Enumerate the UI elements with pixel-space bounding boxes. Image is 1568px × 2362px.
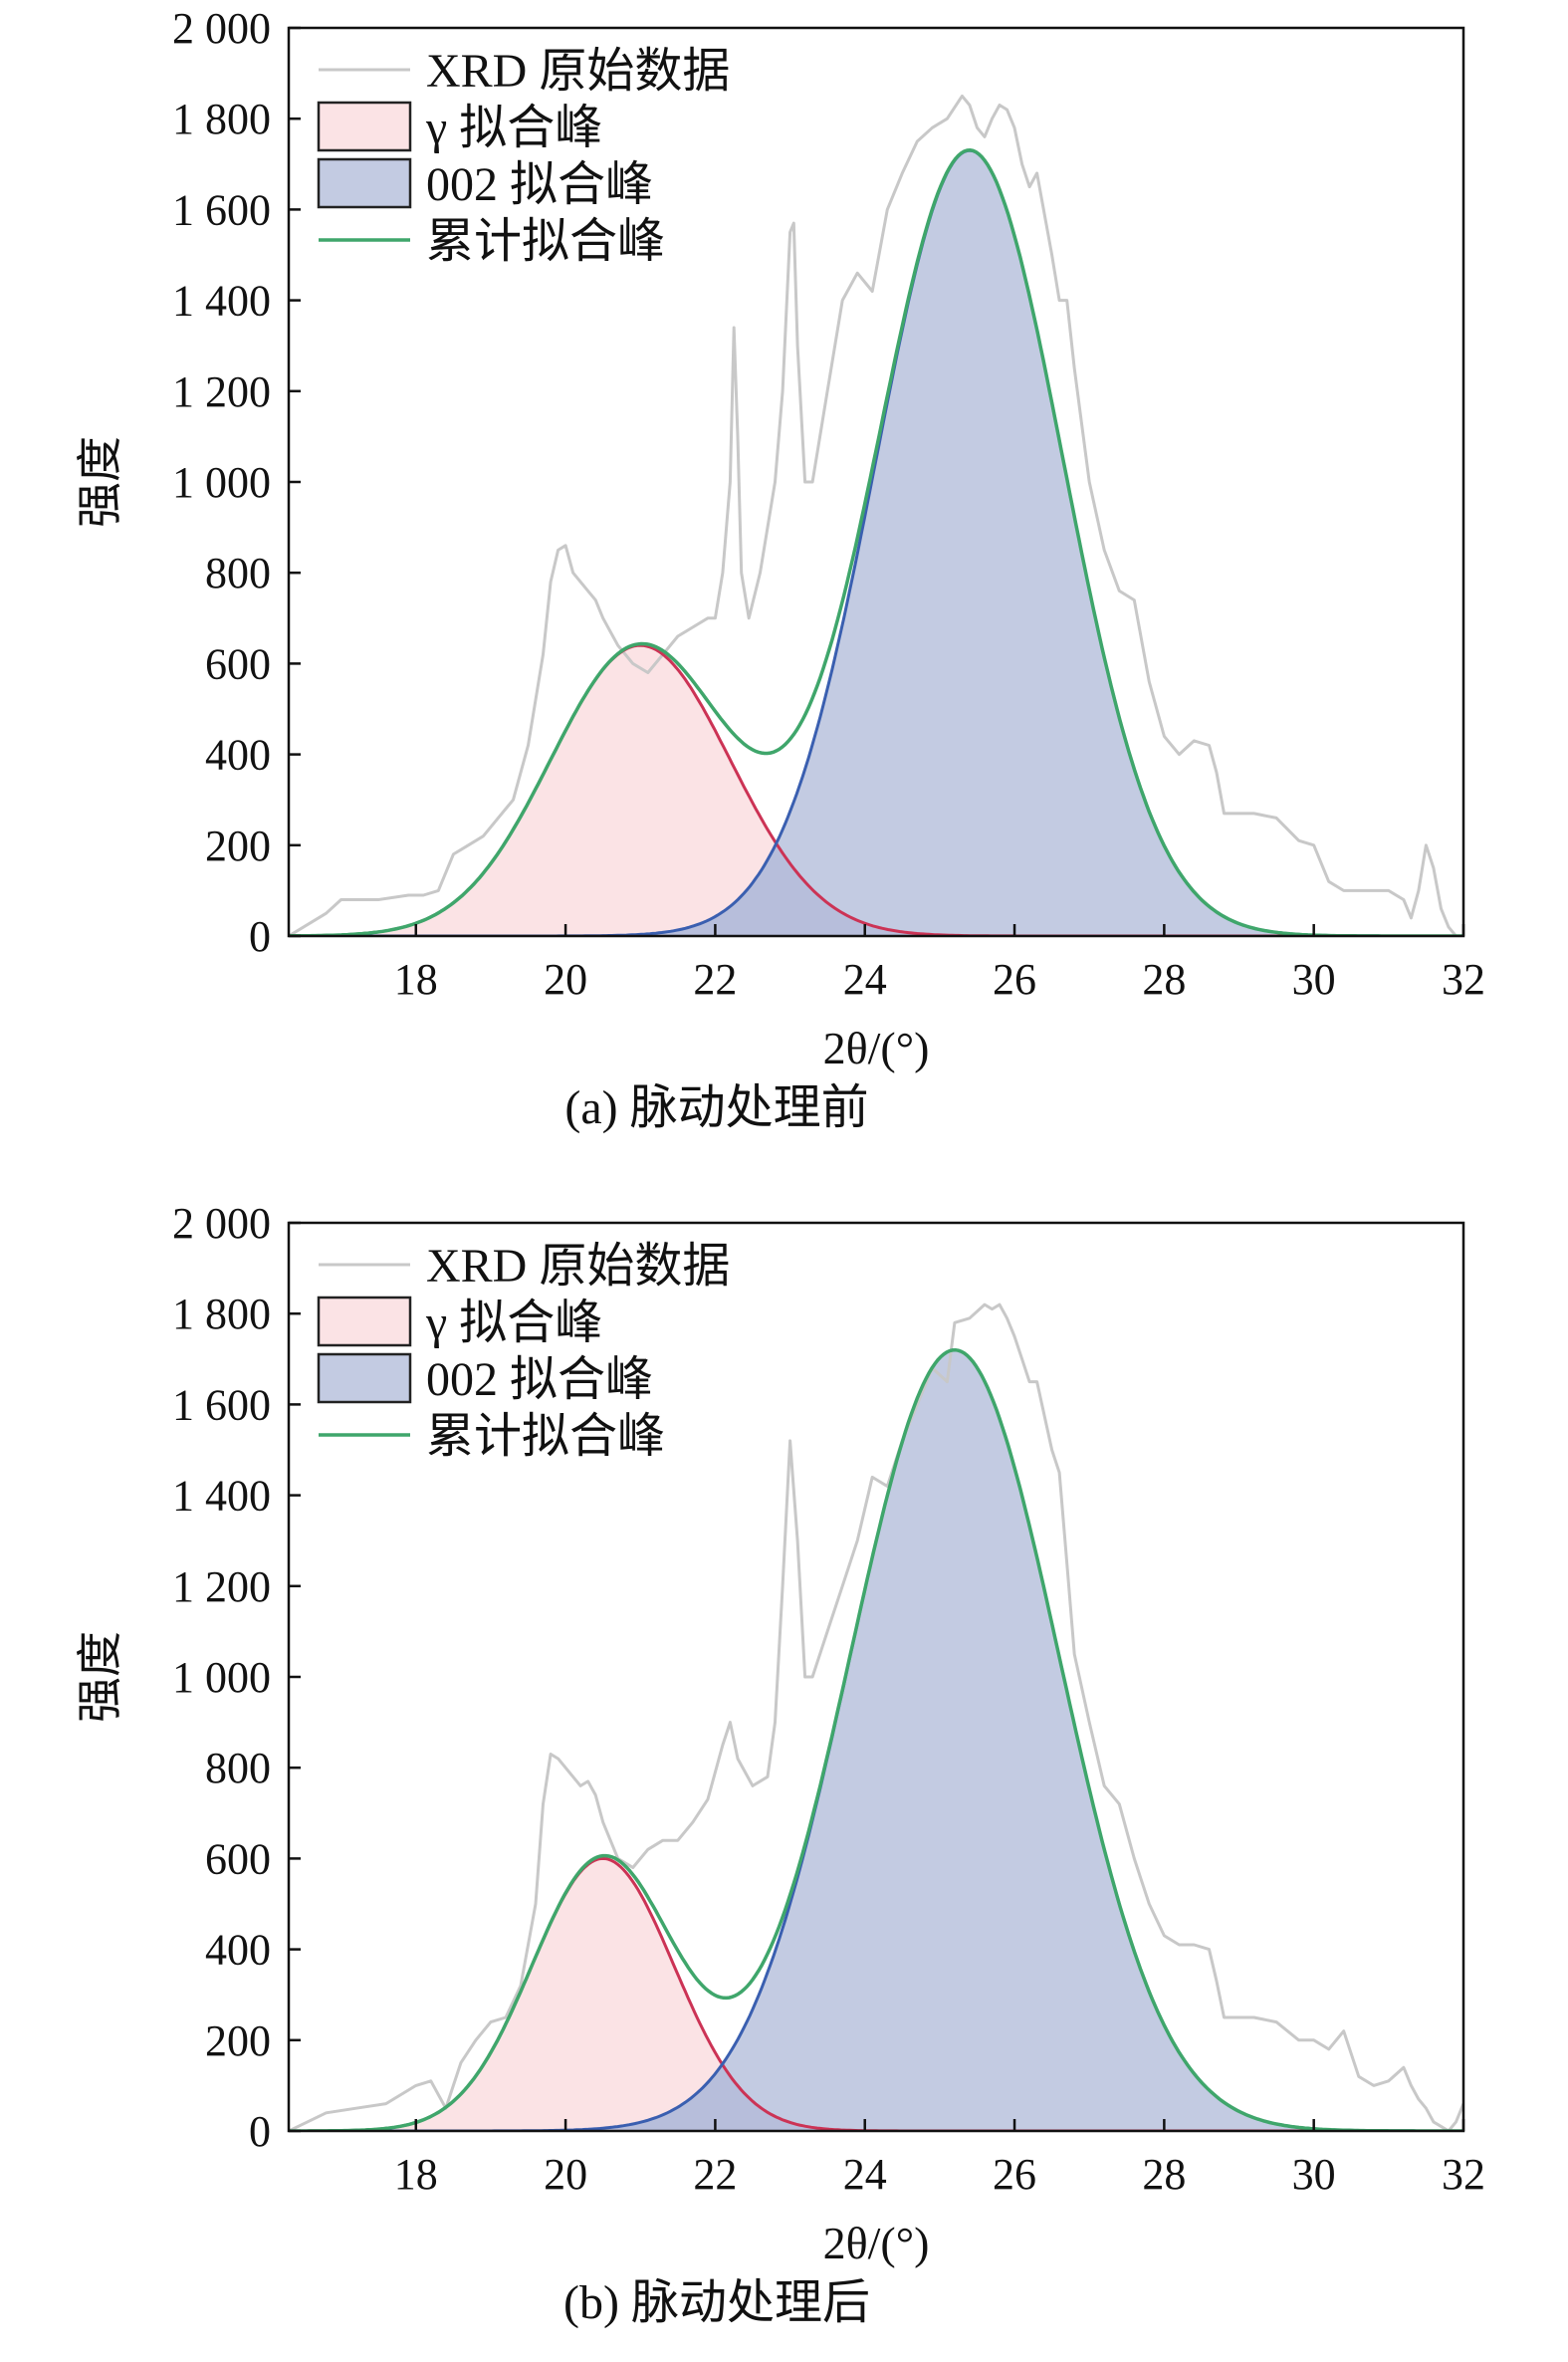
xrd-raw-line (289, 94, 1457, 936)
x-tick-label: 28 (1142, 955, 1186, 1004)
y-tick-label: 600 (205, 639, 271, 688)
y-tick-label: 1 400 (172, 1472, 271, 1521)
legend-label: γ 拟合峰 (425, 1297, 602, 1349)
y-tick-label: 800 (205, 549, 271, 597)
x-axis-label: 2θ/(°) (823, 2218, 930, 2268)
x-tick-label: 30 (1292, 2150, 1336, 2199)
peak-002-area (289, 150, 1463, 936)
x-tick-label: 20 (544, 955, 587, 1004)
x-tick-label: 30 (1292, 955, 1336, 1004)
plot-area (289, 1302, 1463, 2131)
sum-fit-line (289, 148, 1463, 936)
x-tick-label: 28 (1142, 2150, 1186, 2199)
legend-label: 累计拟合峰 (426, 1410, 665, 1463)
plot-area (289, 94, 1463, 936)
legend-label: 002 拟合峰 (426, 1353, 653, 1406)
x-axis-label: 2θ/(°) (823, 1023, 930, 1073)
y-tick-label: 1 600 (172, 185, 271, 234)
legend-label: XRD 原始数据 (426, 1240, 730, 1293)
x-tick-label: 32 (1442, 2150, 1485, 2199)
x-tick-label: 22 (693, 2150, 737, 2199)
legend-label: 累计拟合峰 (426, 215, 665, 268)
x-tick-label: 18 (394, 2150, 438, 2199)
legend-key-gamma (317, 1296, 412, 1347)
y-tick-label: 2 000 (172, 1199, 271, 1248)
x-tick-label: 24 (843, 2150, 887, 2199)
legend-key-gamma (317, 101, 412, 152)
x-tick-label: 22 (693, 955, 737, 1004)
y-tick-label: 1 800 (172, 1290, 271, 1338)
legend-label: γ 拟合峰 (425, 102, 602, 154)
xrd-raw-line (289, 1302, 1463, 2131)
y-tick-label: 200 (205, 2016, 271, 2065)
y-tick-label: 600 (205, 1834, 271, 1883)
peak-002-area (289, 1349, 1463, 2131)
y-tick-label: 1 400 (172, 277, 271, 326)
y-tick-label: 1 600 (172, 1380, 271, 1429)
x-tick-label: 24 (843, 955, 887, 1004)
legend-label: XRD 原始数据 (426, 45, 730, 98)
legend-key-002 (317, 157, 412, 209)
y-tick-label: 200 (205, 822, 271, 870)
x-tick-label: 18 (394, 955, 438, 1004)
x-tick-label: 26 (993, 2150, 1036, 2199)
y-tick-label: 0 (249, 912, 271, 961)
y-tick-label: 1 200 (172, 367, 271, 416)
figure-caption: (b) 脉动处理后 (563, 2276, 870, 2329)
figure-caption: (a) 脉动处理前 (564, 1081, 868, 1134)
y-tick-label: 1 000 (172, 1653, 271, 1702)
y-axis-label: 强度 (75, 436, 125, 528)
peak-gamma-area (289, 1858, 1463, 2131)
y-tick-label: 1 200 (172, 1562, 271, 1611)
y-tick-label: 400 (205, 1926, 271, 1975)
y-tick-label: 2 000 (172, 4, 271, 53)
x-tick-label: 20 (544, 2150, 587, 2199)
y-tick-label: 400 (205, 731, 271, 780)
y-tick-label: 0 (249, 2107, 271, 2156)
legend-label: 002 拟合峰 (426, 158, 653, 211)
chart-panel-b: 18 20 22 24 26 28 30 32 0 200 400 600 800 1 000 1 200 1… (75, 1199, 1485, 2329)
y-axis-label: 强度 (75, 1631, 125, 1723)
x-tick-label: 32 (1442, 955, 1485, 1004)
peak-gamma-area (289, 645, 1463, 936)
legend-key-002 (317, 1352, 412, 1404)
chart-panel-a: 18 20 22 24 26 28 30 32 0 200 400 600 800 1 000 1 200 1… (75, 4, 1485, 1134)
sum-fit-line (289, 1347, 1463, 2131)
y-tick-label: 1 000 (172, 458, 271, 507)
y-tick-label: 800 (205, 1744, 271, 1792)
x-tick-label: 26 (993, 955, 1036, 1004)
y-tick-label: 1 800 (172, 95, 271, 143)
